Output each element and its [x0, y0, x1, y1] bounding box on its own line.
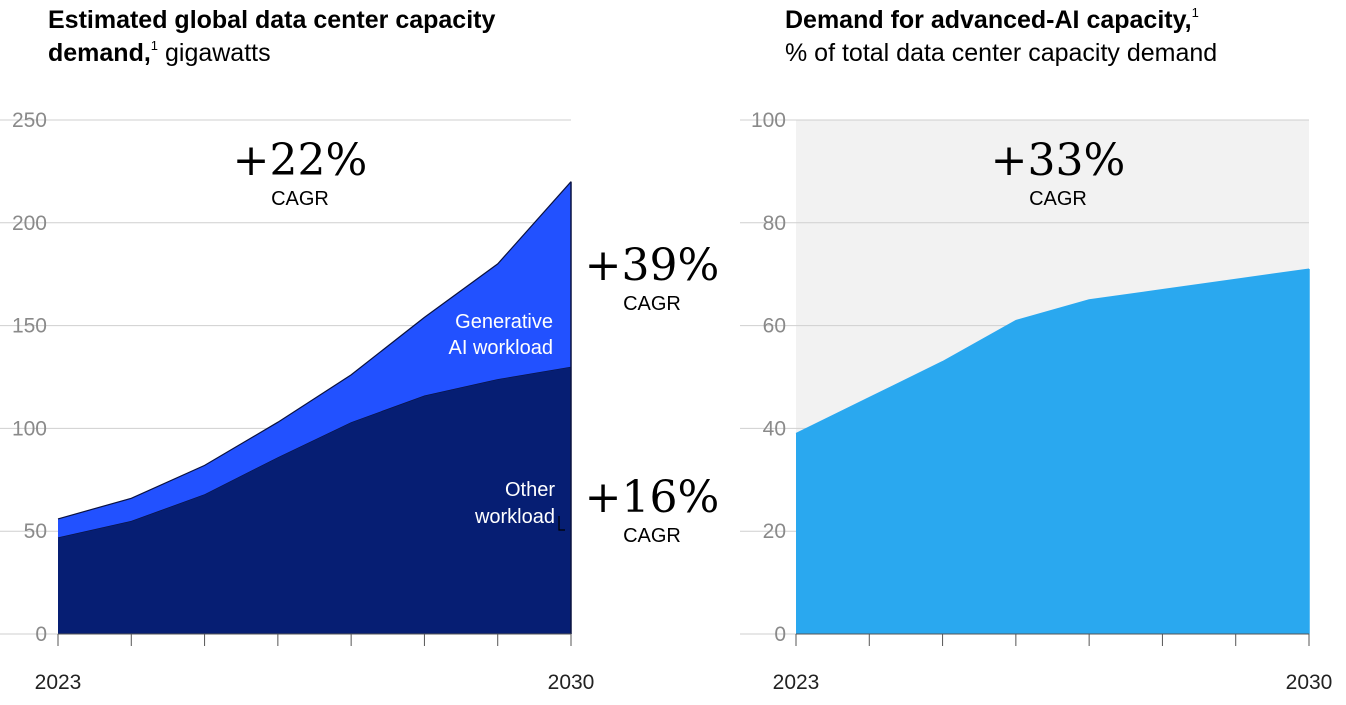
area-series-0 [796, 269, 1309, 634]
total-cagr-value: +22% [233, 135, 368, 186]
edge-generative-ai-workload [57, 181, 572, 520]
total-cagr-value: +33% [991, 135, 1126, 186]
right-title-bold: Demand for advanced-AI capacity, [785, 6, 1192, 34]
y-tick-label: 0 [35, 623, 47, 646]
y-tick-label: 40 [763, 417, 786, 440]
bracket-icon [558, 516, 565, 531]
other-cagr-label: CAGR [623, 525, 681, 547]
other-series-label-line2: workload [474, 506, 555, 528]
right-title-unit: % of total data center capacity demand [785, 39, 1218, 67]
area-generative-ai-workload [58, 181, 571, 538]
y-tick-label: 100 [751, 109, 786, 132]
right-chart: 0 20 40 60 80 100 2023 2030 +33%CAGR [740, 109, 1332, 694]
y-tick-label: 250 [12, 109, 47, 132]
edge-series-0 [795, 268, 1310, 435]
y-tick-label: 0 [774, 623, 786, 646]
generative-cagr-label: CAGR [623, 293, 681, 315]
y-tick-label: 150 [12, 315, 47, 338]
left-title-footnote: 1 [150, 38, 159, 53]
total-cagr-label: CAGR [271, 188, 329, 210]
right-title-footnote: 1 [1191, 5, 1199, 20]
total-cagr-label: CAGR [1029, 188, 1087, 210]
y-tick-label: 20 [763, 520, 786, 543]
x-tick-label-start: 2023 [773, 671, 820, 694]
y-tick-label: 60 [763, 315, 786, 338]
area-other-workload [58, 366, 571, 634]
other-cagr-value: +16% [585, 472, 720, 523]
y-tick-label: 50 [24, 520, 47, 543]
left-chart-title: Estimated global data center capacity de… [48, 4, 608, 70]
generative-series-label-line2: AI workload [449, 337, 554, 359]
right-chart-title: Demand for advanced-AI capacity,1 % of t… [785, 4, 1345, 70]
x-tick-label-start: 2023 [35, 671, 82, 694]
left-title-bold: Estimated global data center capacity de… [48, 6, 496, 67]
y-tick-label: 100 [12, 417, 47, 440]
generative-series-label-line1: Generative [455, 311, 553, 333]
other-series-label-line1: Other [505, 479, 555, 501]
y-tick-label: 80 [763, 212, 786, 235]
x-tick-label-end: 2030 [548, 671, 595, 694]
y-tick-label: 200 [12, 212, 47, 235]
x-tick-label-end: 2030 [1286, 671, 1333, 694]
left-title-unit: gigawatts [164, 39, 271, 67]
generative-cagr-value: +39% [585, 240, 720, 291]
